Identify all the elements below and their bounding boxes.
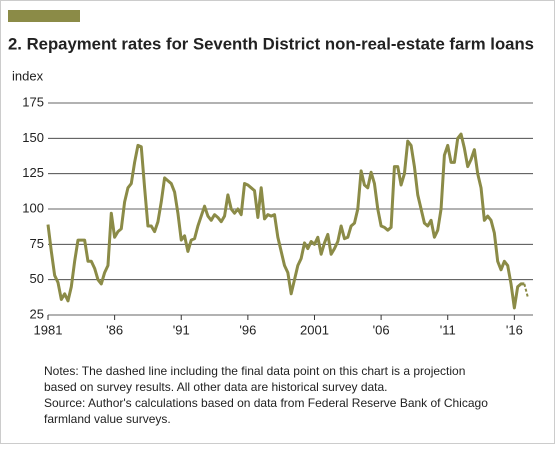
x-tick-label: '86 — [106, 322, 123, 337]
note-line: Notes: The dashed line including the fin… — [44, 364, 465, 378]
y-tick-label: 75 — [30, 236, 44, 251]
note-line: Source: Author's calculations based on d… — [44, 396, 488, 410]
y-tick-label: 25 — [30, 306, 44, 321]
y-tick-label: 125 — [22, 165, 44, 180]
x-tick-label: '11 — [440, 322, 456, 337]
x-tick-label: 1981 — [34, 322, 63, 337]
x-tick-label: '91 — [173, 322, 190, 337]
y-tick-label: 150 — [22, 130, 44, 145]
x-tick-label: '96 — [239, 322, 256, 337]
y-tick-label: 175 — [22, 94, 44, 109]
note-line: based on survey results. All other data … — [44, 380, 388, 394]
header-bar — [8, 10, 80, 22]
y-tick-label: 50 — [30, 271, 44, 286]
chart-title: 2. Repayment rates for Seventh District … — [8, 34, 534, 53]
data-line — [46, 132, 525, 310]
y-axis-label: index — [12, 68, 44, 83]
note-line: farmland value surveys. — [44, 412, 171, 426]
x-tick-label: '16 — [506, 322, 523, 337]
x-tick-label: '06 — [373, 322, 390, 337]
projection-line — [523, 283, 529, 297]
y-tick-label: 100 — [22, 200, 44, 215]
x-tick-label: 2001 — [300, 322, 329, 337]
